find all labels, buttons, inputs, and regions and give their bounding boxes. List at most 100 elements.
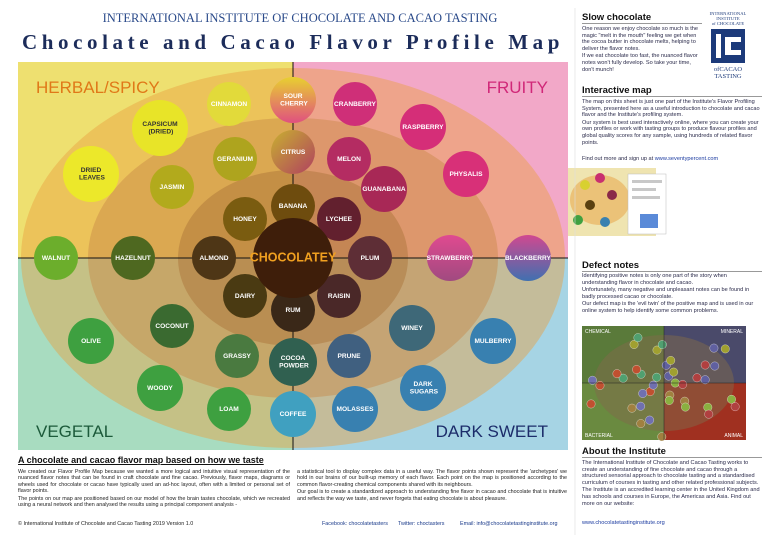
flavor-node	[150, 304, 194, 348]
defect-dot	[700, 375, 710, 385]
logo-text: INTERNATIONAL	[710, 11, 747, 16]
node-label: HAZELNUT	[115, 255, 151, 262]
flavor-node	[333, 82, 377, 126]
logo-mark	[716, 34, 721, 58]
flavor-node	[361, 166, 407, 212]
defect-label: CHEMICAL	[585, 329, 611, 335]
quadrant-label: VEGETAL	[36, 422, 113, 441]
defect-dot	[700, 360, 710, 370]
defect-dot	[586, 399, 596, 409]
twitter[interactable]: Twitter: choctasters	[398, 521, 445, 527]
flavor-nodes: CINNAMON SOUR CHERRY CRANBERRY CAPSICUM (DR…	[34, 77, 552, 437]
node-label: RASPBERRY	[402, 124, 444, 131]
logo-text: TASTING	[714, 73, 742, 80]
flavor-node	[68, 318, 114, 364]
flavor-node	[317, 197, 361, 241]
defect-dot	[710, 361, 720, 371]
section-text: The map on this sheet is just one part o…	[582, 99, 762, 147]
node-label: RUM	[285, 307, 301, 314]
defect-thumbnail: CHEMICAL MINERAL BACTERIAL ANIMAL	[582, 326, 746, 442]
node-label: MULBERRY	[474, 338, 512, 345]
defect-dot	[588, 375, 597, 385]
flavor-node	[505, 235, 551, 281]
flavor-node	[223, 274, 267, 318]
thumb-dot	[607, 190, 617, 200]
flavor-node	[348, 236, 392, 280]
defect-dot	[692, 373, 702, 383]
defect-dots	[586, 333, 740, 442]
node-label: OLIVE	[81, 338, 101, 345]
flavor-node	[270, 77, 316, 123]
flavor-node	[271, 184, 315, 228]
email[interactable]: Email: info@chocolatetastinginstitute.or…	[460, 521, 558, 527]
flavor-map: HERBAL/SPICY FRUITY VEGETAL DARK SWEET C…	[18, 62, 568, 450]
node-label: GERANIUM	[217, 156, 253, 163]
defect-dot	[648, 380, 658, 390]
logo-text: of CHOCOLATE	[712, 21, 744, 26]
flavor-node	[427, 235, 473, 281]
defect-dot	[664, 396, 674, 405]
flavor-node	[443, 151, 489, 197]
thumb-dot	[600, 217, 610, 227]
defect-dot	[720, 344, 730, 354]
link[interactable]: www.seventypercent.com	[654, 156, 719, 162]
thumb-bar	[632, 180, 662, 183]
node-label: JASMIN	[160, 184, 185, 191]
node-label: ALMOND	[200, 255, 229, 262]
defect-dot	[629, 340, 639, 349]
defect-dot	[633, 333, 643, 343]
facebook[interactable]: Facebook: chocolatetasters	[322, 521, 388, 527]
defect-dot	[666, 356, 676, 365]
thumb-dot	[573, 215, 583, 225]
paragraph: a statistical tool to display complex da…	[297, 469, 567, 488]
quadrant-label: DARK SWEET	[436, 422, 548, 441]
defect-dot	[652, 345, 662, 355]
flavor-node	[111, 236, 155, 280]
intro-title: A chocolate and cacao flavor map based o…	[18, 455, 264, 465]
org-name: INTERNATIONAL INSTITUTE OF CHOCOLATE AND…	[103, 11, 498, 25]
thumb-bar	[632, 196, 660, 199]
paragraph: The Institute is an accredited learning …	[582, 487, 760, 507]
logo-text: ofCACAO	[714, 66, 742, 73]
defect-dot	[709, 343, 719, 353]
node-label: CAPSICUM (DRIED)	[142, 121, 178, 136]
node-label: GUANABANA	[362, 186, 405, 193]
flavor-node	[150, 165, 194, 209]
flavor-node	[223, 197, 267, 241]
node-label: GRASSY	[223, 353, 251, 360]
flavor-node	[271, 130, 315, 174]
quadrant-label: FRUITY	[487, 78, 548, 97]
defect-label: BACTERIAL	[585, 433, 613, 439]
node-label: CITRUS	[281, 149, 306, 156]
logo: INTERNATIONAL INSTITUTE of CHOCOLATE ofC…	[710, 11, 747, 80]
logo-text: INSTITUTE	[716, 16, 740, 21]
intro-column: a statistical tool to display complex da…	[297, 469, 567, 503]
node-label: DRIED LEAVES	[77, 167, 105, 182]
defect-dot	[657, 340, 667, 349]
section-title: Slow chocolate	[582, 12, 702, 24]
node-label: PLUM	[361, 255, 380, 262]
node-label: DARK SUGARS	[408, 381, 439, 396]
node-label: COCONUT	[155, 323, 188, 330]
node-label: MOLASSES	[336, 406, 374, 413]
defect-dot	[730, 402, 740, 412]
defect-dot	[632, 365, 641, 374]
flavor-node	[215, 334, 259, 378]
node-label: PRUNE	[337, 353, 361, 360]
defect-label: MINERAL	[721, 329, 743, 335]
section-text: One reason we enjoy chocolate so much is…	[582, 26, 702, 74]
node-label: WINEY	[401, 325, 423, 332]
flavor-node	[332, 386, 378, 432]
defect-dot	[595, 381, 605, 390]
defect-dot	[627, 403, 637, 413]
flavor-node	[271, 288, 315, 332]
paragraph: The points on our map are positioned bas…	[18, 495, 290, 509]
flavor-node	[213, 137, 257, 181]
paragraph: Our defect map is the 'evil twin' of the…	[582, 301, 754, 314]
defect-dot	[669, 367, 679, 377]
interactive-thumbnail	[568, 168, 667, 236]
link[interactable]: www.chocolatetastinginstitute.org	[582, 520, 665, 526]
flavor-node	[34, 236, 78, 280]
defect-dot	[612, 369, 622, 379]
thumb-dot	[585, 200, 595, 210]
